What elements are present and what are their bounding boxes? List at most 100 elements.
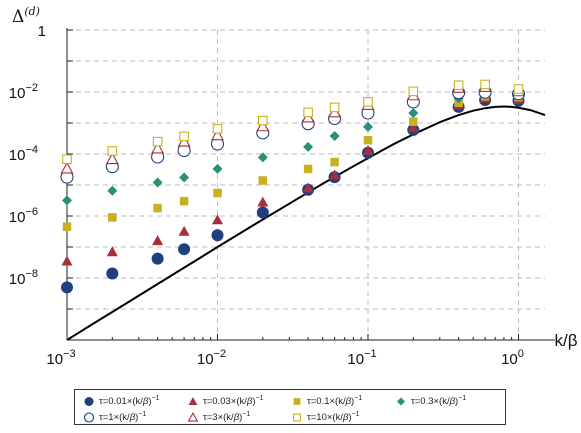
data-point	[212, 163, 223, 174]
data-point	[106, 246, 118, 257]
legend-symbol	[397, 397, 405, 406]
legend-marker	[397, 397, 405, 406]
y-tick-label: 1	[38, 23, 46, 40]
legend-marker	[84, 397, 94, 406]
legend-marker	[83, 412, 95, 423]
data-point	[408, 108, 419, 119]
data-point	[61, 255, 73, 266]
data-point	[179, 196, 189, 206]
data-point	[152, 136, 163, 147]
data-point	[152, 235, 164, 246]
data-point	[303, 107, 313, 118]
data-point	[329, 169, 341, 180]
data-point	[107, 146, 118, 156]
data-point	[407, 122, 419, 133]
legend-item: τ=3×(k/β)−1	[187, 409, 250, 425]
legend-label: τ=0.3×(k/β)−1	[411, 394, 467, 408]
data-point	[302, 182, 314, 193]
theory-curve	[67, 105, 546, 340]
data-point	[213, 188, 222, 198]
x-axis-title: k/β	[554, 331, 577, 350]
data-point	[409, 117, 418, 126]
x-tick-label: 10−2	[197, 348, 226, 368]
data-point	[363, 97, 373, 107]
legend-symbol	[83, 412, 95, 423]
data-point	[257, 152, 268, 163]
data-point	[303, 164, 313, 174]
legend-label: τ=3×(k/β)−1	[203, 410, 251, 424]
legend: τ=0.01×(k/β)−1 τ=0.03×(k/β)−1 τ=0.1×(k/β)−…	[74, 389, 506, 425]
data-point	[105, 152, 119, 165]
data-point	[256, 119, 270, 132]
data-point	[211, 128, 224, 141]
data-point	[61, 281, 73, 294]
data-point	[513, 84, 524, 94]
y-tick-label: 10−4	[9, 144, 38, 164]
curve-layer	[67, 105, 546, 340]
axis-titles: k/β Δ(d)	[12, 5, 578, 350]
legend-label: τ=0.01×(k/β)−1	[99, 394, 160, 408]
series-3	[62, 92, 523, 232]
data-point	[153, 203, 162, 213]
data-point	[211, 214, 223, 225]
data-point	[178, 225, 190, 236]
data-point	[408, 86, 419, 97]
legend-symbol	[293, 413, 301, 422]
data-point	[329, 131, 340, 142]
tick-labels: 10−3 10−2 10−1 100 10−8 10−6 10−4 10−2 1	[9, 23, 524, 368]
data-point	[106, 267, 119, 280]
legend-item: τ=0.3×(k/β)−1	[395, 393, 466, 409]
data-point	[152, 177, 163, 188]
data-point	[178, 243, 191, 256]
legend-marker	[293, 413, 301, 422]
data-point	[211, 229, 224, 242]
legend-label: τ=0.1×(k/β)−1	[307, 394, 363, 408]
y-tick-label: 10−6	[9, 206, 38, 226]
y-tick-label: 10−8	[9, 268, 38, 288]
grid-lines	[66, 29, 545, 341]
legend-item: τ=0.03×(k/β)−1	[187, 393, 264, 409]
data-point	[330, 157, 339, 167]
data-point	[151, 252, 164, 265]
data-point	[480, 79, 490, 90]
data-point	[258, 176, 268, 185]
legend-label: τ=1×(k/β)−1	[99, 410, 147, 424]
data-point	[257, 196, 269, 207]
data-point	[329, 102, 340, 113]
legend-item: τ=0.1×(k/β)−1	[291, 393, 362, 409]
legend-marker	[188, 397, 198, 406]
legend-symbol	[187, 411, 199, 422]
data-point	[62, 222, 72, 232]
data-point	[179, 172, 190, 183]
y-tick-label: 10−2	[9, 82, 38, 102]
series-1	[61, 94, 525, 294]
legend-item: τ=10×(k/β)−1	[291, 409, 360, 425]
data-point	[60, 161, 74, 174]
legend-symbol	[188, 397, 198, 406]
data-points	[60, 79, 526, 294]
legend-symbol	[84, 397, 94, 406]
data-point	[212, 123, 223, 134]
y-axis-title: Δ(d)	[12, 5, 40, 27]
legend-marker	[187, 411, 199, 422]
data-point	[62, 154, 72, 164]
data-point	[256, 206, 269, 219]
data-point	[363, 135, 373, 145]
x-tick-label: 10−3	[46, 348, 75, 368]
axes	[66, 28, 555, 341]
x-tick-label: 10−1	[347, 348, 376, 368]
legend-marker	[293, 398, 301, 405]
legend-label: τ=0.03×(k/β)−1	[203, 394, 264, 408]
data-point	[362, 144, 374, 155]
scatter-chart: 10−3 10−2 10−1 100 10−8 10−6 10−4 10−2 1 k/β Δ(d)	[9, 5, 578, 368]
legend-symbol	[293, 398, 301, 405]
legend-item: τ=0.01×(k/β)−1	[83, 393, 160, 409]
data-point	[303, 141, 314, 152]
series-2	[61, 92, 524, 266]
data-point	[108, 213, 117, 222]
data-point	[453, 80, 464, 91]
x-tick-label: 100	[501, 348, 524, 368]
legend-item: τ=1×(k/β)−1	[83, 409, 146, 425]
data-point	[362, 121, 373, 132]
data-point	[107, 185, 118, 196]
